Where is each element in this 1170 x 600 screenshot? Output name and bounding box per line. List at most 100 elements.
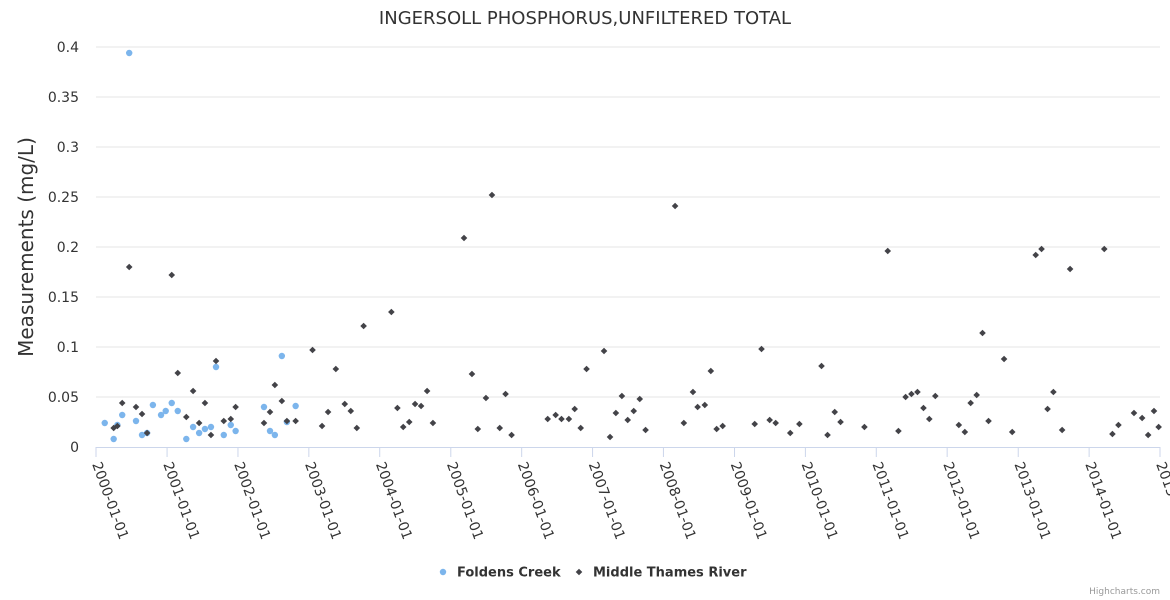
data-point[interactable] [818, 362, 825, 370]
data-point[interactable] [955, 421, 963, 429]
data-point[interactable] [618, 392, 626, 400]
data-point[interactable] [1000, 355, 1008, 363]
data-point[interactable] [577, 424, 585, 432]
credits-link[interactable]: Highcharts.com [1089, 587, 1160, 597]
data-point[interactable] [324, 408, 332, 416]
data-point[interactable] [914, 388, 921, 396]
data-point[interactable] [772, 419, 779, 427]
data-point[interactable] [212, 357, 220, 365]
data-point[interactable] [583, 365, 590, 373]
data-point[interactable] [967, 399, 974, 407]
data-point[interactable] [1130, 409, 1138, 417]
data-point[interactable] [174, 407, 181, 415]
data-point[interactable] [347, 407, 355, 415]
data-point[interactable] [195, 429, 203, 437]
data-point[interactable] [388, 308, 395, 316]
data-point[interactable] [110, 435, 117, 443]
data-point[interactable] [1066, 265, 1074, 273]
data-point[interactable] [908, 390, 915, 398]
data-point[interactable] [212, 363, 220, 371]
data-point[interactable] [278, 352, 286, 360]
data-point[interactable] [271, 431, 279, 439]
data-point[interactable] [1109, 430, 1116, 438]
data-point[interactable] [831, 408, 839, 416]
data-point[interactable] [606, 433, 614, 441]
data-point[interactable] [558, 415, 565, 423]
data-point[interactable] [973, 391, 980, 399]
data-point[interactable] [278, 397, 286, 405]
data-point[interactable] [423, 387, 431, 395]
data-point[interactable] [920, 404, 927, 412]
data-point[interactable] [309, 346, 316, 354]
data-point[interactable] [701, 401, 709, 409]
data-point[interactable] [174, 369, 182, 377]
data-point[interactable] [227, 421, 234, 429]
data-point[interactable] [292, 402, 299, 410]
data-point[interactable] [227, 415, 235, 423]
data-point[interactable] [671, 202, 679, 210]
data-point[interactable] [125, 263, 133, 271]
data-point[interactable] [149, 401, 157, 409]
data-point[interactable] [341, 400, 349, 408]
data-point[interactable] [925, 415, 933, 423]
data-point[interactable] [824, 431, 831, 439]
data-point[interactable] [207, 423, 215, 431]
data-point[interactable] [1155, 423, 1162, 431]
data-point[interactable] [207, 431, 215, 439]
data-point[interactable] [902, 393, 909, 401]
data-point[interactable] [271, 381, 279, 389]
data-point[interactable] [1044, 405, 1051, 413]
data-point[interactable] [884, 247, 892, 255]
data-point[interactable] [189, 423, 197, 431]
data-point[interactable] [399, 423, 407, 431]
data-point[interactable] [201, 399, 209, 407]
data-point[interactable] [680, 419, 688, 427]
data-point[interactable] [713, 425, 720, 433]
data-point[interactable] [162, 407, 169, 415]
data-point[interactable] [119, 411, 126, 419]
data-point[interactable] [189, 387, 197, 395]
data-point[interactable] [132, 417, 140, 425]
data-point[interactable] [460, 234, 468, 242]
data-point[interactable] [694, 403, 701, 411]
data-point[interactable] [1050, 388, 1057, 396]
data-point[interactable] [474, 425, 482, 433]
data-point[interactable] [488, 191, 496, 199]
data-point[interactable] [138, 410, 146, 418]
data-point[interactable] [220, 431, 227, 439]
data-point[interactable] [1008, 428, 1016, 436]
data-point[interactable] [1032, 251, 1040, 259]
data-point[interactable] [508, 431, 515, 439]
data-point[interactable] [961, 428, 969, 436]
data-point[interactable] [932, 392, 939, 400]
data-point[interactable] [394, 404, 401, 412]
data-point[interactable] [195, 419, 203, 427]
data-point[interactable] [360, 322, 367, 330]
data-point[interactable] [411, 400, 419, 408]
data-point[interactable] [565, 415, 573, 423]
data-point[interactable] [132, 403, 140, 411]
data-point[interactable] [758, 345, 765, 353]
data-point[interactable] [1150, 407, 1158, 415]
data-point[interactable] [552, 411, 559, 419]
data-point[interactable] [405, 418, 413, 426]
data-point[interactable] [101, 419, 108, 427]
data-point[interactable] [496, 424, 504, 432]
data-point[interactable] [126, 49, 133, 57]
data-point[interactable] [183, 435, 190, 443]
data-point[interactable] [1058, 426, 1066, 434]
data-point[interactable] [786, 429, 794, 437]
data-point[interactable] [612, 409, 620, 417]
data-point[interactable] [636, 395, 644, 403]
data-point[interactable] [168, 271, 176, 279]
data-point[interactable] [751, 420, 759, 428]
data-point[interactable] [624, 416, 632, 424]
data-point[interactable] [157, 411, 165, 419]
data-point[interactable] [1038, 245, 1045, 253]
data-point[interactable] [220, 417, 228, 425]
data-point[interactable] [283, 417, 291, 425]
data-point[interactable] [544, 415, 551, 423]
data-point[interactable] [417, 402, 425, 410]
data-point[interactable] [266, 408, 274, 416]
data-point[interactable] [482, 394, 490, 402]
